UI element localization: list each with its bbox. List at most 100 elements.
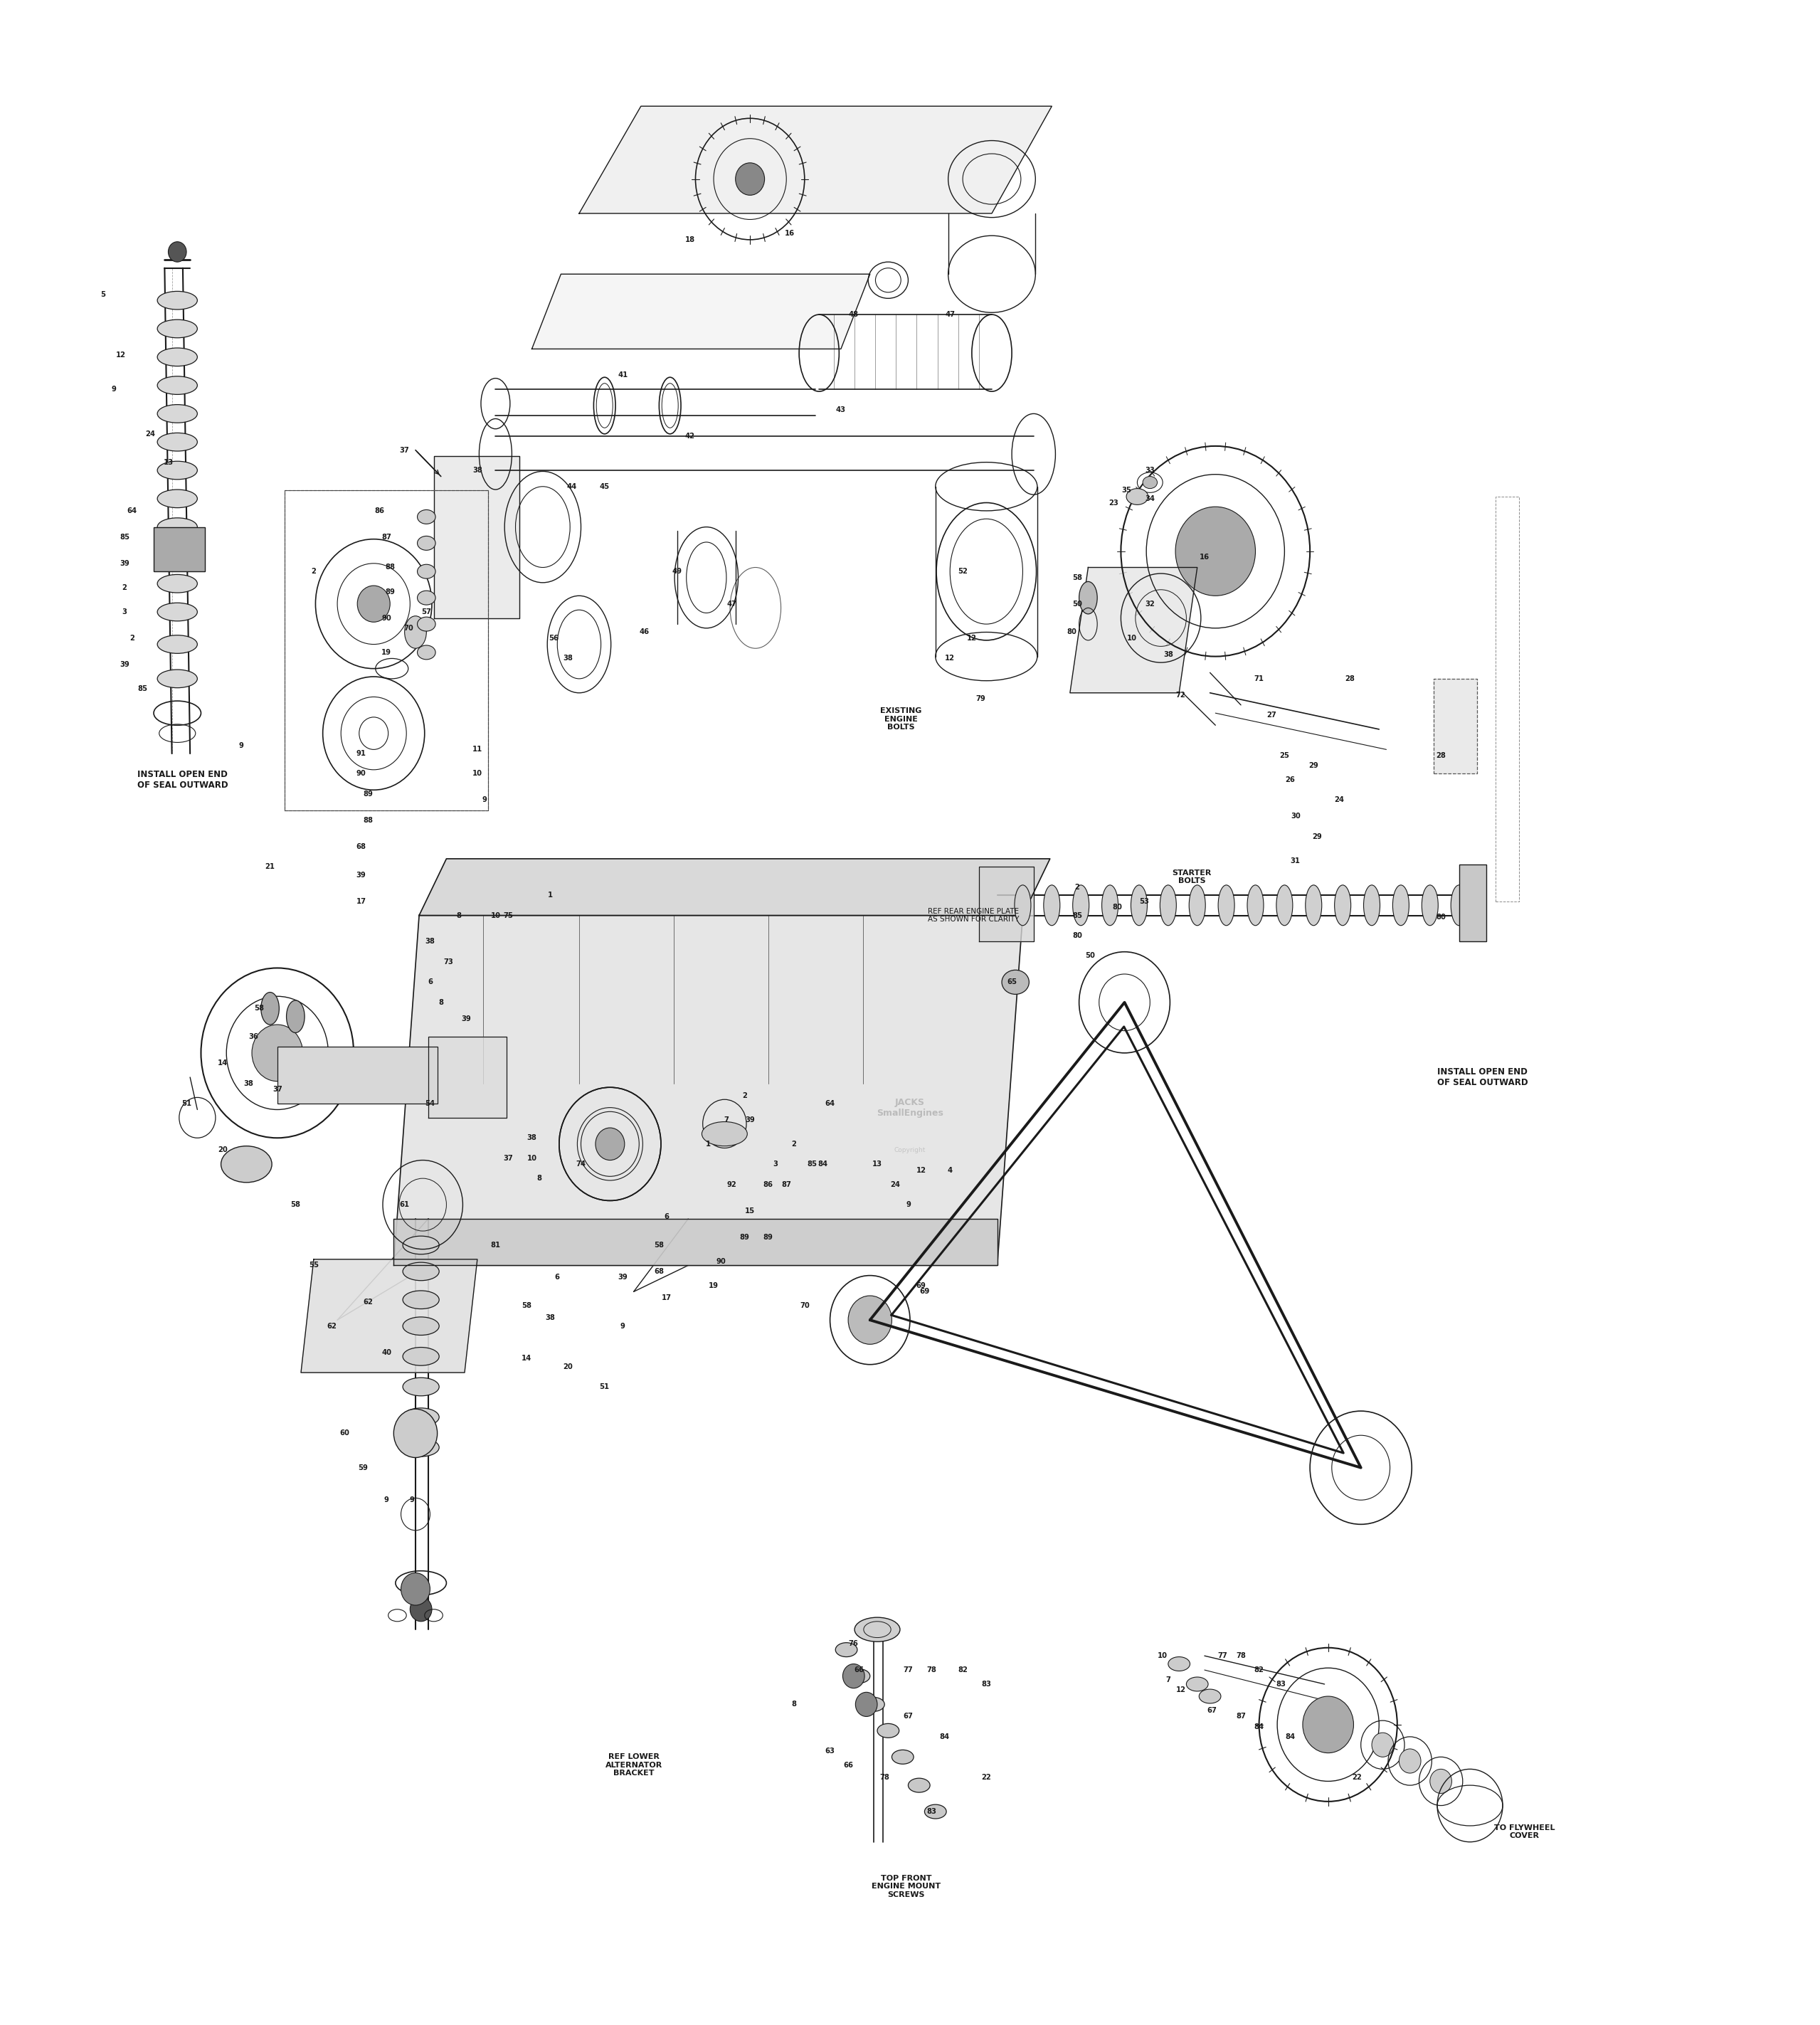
Text: 60: 60 — [340, 1430, 349, 1438]
Text: 29: 29 — [1309, 761, 1318, 770]
Text: 20: 20 — [564, 1363, 573, 1371]
Text: 80: 80 — [1072, 932, 1083, 940]
Text: 67: 67 — [1207, 1707, 1218, 1713]
Text: 31: 31 — [1290, 857, 1301, 865]
Polygon shape — [531, 273, 870, 348]
Text: 10: 10 — [526, 1154, 537, 1162]
Text: 69: 69 — [915, 1282, 926, 1290]
Ellipse shape — [1043, 885, 1059, 925]
Text: 50: 50 — [1085, 952, 1096, 960]
Text: 64: 64 — [127, 506, 136, 514]
Text: 65: 65 — [1006, 978, 1017, 986]
Text: 28: 28 — [1436, 751, 1445, 759]
Bar — [277, 1047, 437, 1104]
Ellipse shape — [1218, 885, 1234, 925]
Text: 62: 62 — [328, 1322, 337, 1330]
Text: 57: 57 — [422, 608, 431, 616]
Ellipse shape — [402, 1377, 439, 1395]
Circle shape — [393, 1409, 437, 1458]
Ellipse shape — [157, 518, 197, 537]
Text: 79: 79 — [976, 695, 986, 703]
Circle shape — [1431, 1770, 1452, 1794]
Text: 47: 47 — [945, 312, 956, 318]
Ellipse shape — [157, 348, 197, 367]
Ellipse shape — [1143, 476, 1158, 488]
Text: 24: 24 — [146, 431, 155, 437]
Text: 18: 18 — [684, 237, 695, 243]
Polygon shape — [393, 1219, 997, 1266]
Text: 44: 44 — [566, 482, 577, 490]
Ellipse shape — [877, 1723, 899, 1737]
Text: 47: 47 — [726, 599, 737, 608]
Text: 17: 17 — [661, 1294, 672, 1302]
Text: 40: 40 — [382, 1349, 391, 1357]
Text: 10: 10 — [491, 911, 501, 919]
Ellipse shape — [157, 670, 197, 689]
Text: REF LOWER
ALTERNATOR
BRACKET: REF LOWER ALTERNATOR BRACKET — [604, 1754, 662, 1776]
Text: 88: 88 — [364, 816, 373, 824]
Text: 53: 53 — [1139, 897, 1150, 905]
Text: 38: 38 — [546, 1314, 555, 1322]
Circle shape — [735, 162, 764, 194]
Text: 58: 58 — [1072, 573, 1083, 581]
Ellipse shape — [157, 636, 197, 654]
Text: 64: 64 — [824, 1100, 835, 1108]
Ellipse shape — [855, 1618, 901, 1642]
Text: 90: 90 — [357, 770, 366, 778]
Ellipse shape — [1127, 488, 1148, 504]
Text: 14: 14 — [218, 1059, 228, 1067]
Polygon shape — [433, 456, 519, 618]
Circle shape — [843, 1665, 864, 1689]
Text: 38: 38 — [426, 938, 435, 946]
Circle shape — [167, 241, 186, 261]
Text: 19: 19 — [382, 648, 391, 656]
Text: 30: 30 — [1290, 812, 1299, 820]
Text: 11: 11 — [471, 745, 482, 753]
Text: 61: 61 — [400, 1201, 410, 1209]
Text: 58: 58 — [521, 1302, 531, 1310]
Text: 39: 39 — [120, 660, 129, 668]
Circle shape — [848, 1296, 892, 1345]
Text: 63: 63 — [824, 1748, 835, 1754]
Text: 85: 85 — [1072, 911, 1083, 919]
Ellipse shape — [157, 320, 197, 338]
Text: 15: 15 — [744, 1207, 755, 1215]
Text: 38: 38 — [473, 468, 482, 474]
Ellipse shape — [1130, 885, 1147, 925]
Text: 50: 50 — [1072, 599, 1083, 608]
Text: 19: 19 — [708, 1282, 719, 1290]
Circle shape — [357, 585, 389, 622]
Text: 66: 66 — [843, 1762, 854, 1768]
Text: 86: 86 — [763, 1181, 773, 1189]
Text: 1: 1 — [548, 891, 553, 899]
Ellipse shape — [402, 1316, 439, 1334]
Polygon shape — [419, 859, 1050, 915]
Text: 10: 10 — [473, 770, 482, 778]
Text: 83: 83 — [981, 1681, 992, 1687]
Text: REF REAR ENGINE PLATE
AS SHOWN FOR CLARITY: REF REAR ENGINE PLATE AS SHOWN FOR CLARI… — [928, 907, 1019, 923]
Text: 6: 6 — [428, 978, 433, 986]
Text: 8: 8 — [457, 911, 462, 919]
Text: 49: 49 — [672, 567, 682, 575]
Text: 20: 20 — [218, 1146, 228, 1154]
Text: 51: 51 — [182, 1100, 191, 1108]
Bar — [153, 526, 204, 571]
Text: 68: 68 — [357, 842, 366, 850]
Text: 90: 90 — [382, 614, 391, 622]
Text: 36: 36 — [249, 1033, 258, 1041]
Text: 22: 22 — [1352, 1774, 1361, 1780]
Ellipse shape — [157, 575, 197, 593]
Text: 22: 22 — [981, 1774, 992, 1780]
Text: 16: 16 — [784, 231, 795, 237]
Polygon shape — [1434, 678, 1478, 774]
Ellipse shape — [417, 565, 435, 579]
Text: 54: 54 — [426, 1100, 435, 1108]
Text: 68: 68 — [653, 1268, 664, 1276]
Ellipse shape — [1014, 885, 1030, 925]
Text: 12: 12 — [116, 352, 126, 358]
Text: 32: 32 — [1145, 599, 1156, 608]
Circle shape — [400, 1573, 430, 1606]
Text: 80: 80 — [1436, 913, 1445, 921]
Text: 3: 3 — [773, 1160, 777, 1168]
Text: 67: 67 — [903, 1713, 914, 1719]
